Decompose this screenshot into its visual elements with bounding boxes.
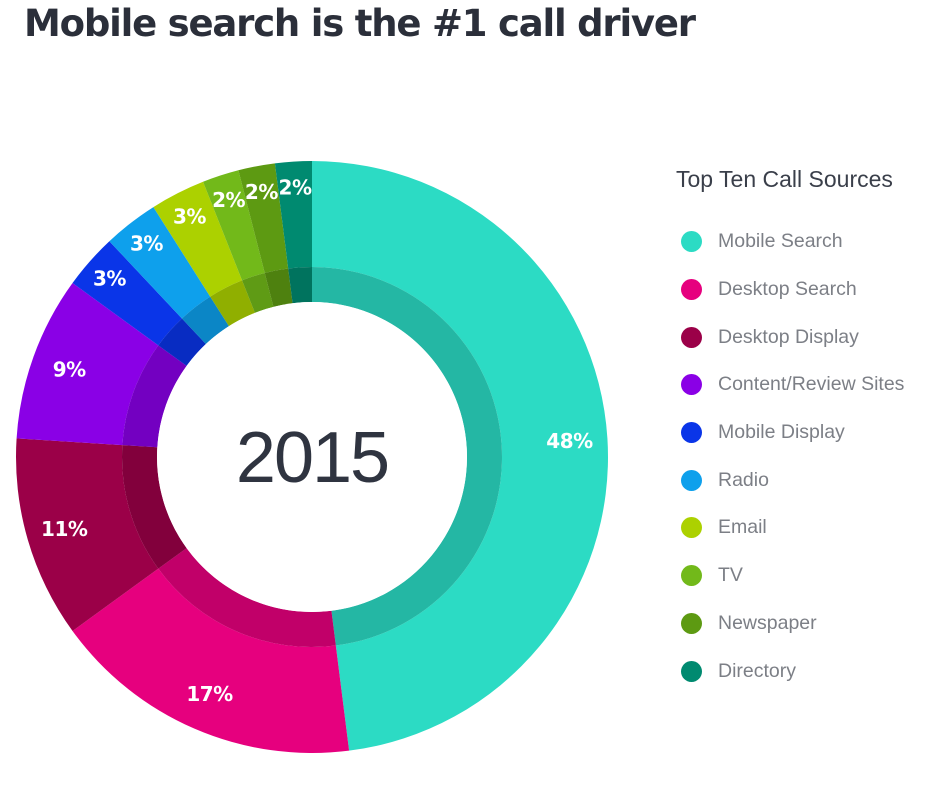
slice-label-desktop-search: 17%	[186, 682, 233, 706]
slice-label-email: 3%	[173, 204, 206, 228]
slice-inner-shade-desktop-display	[122, 445, 187, 569]
slice-inner-shade-newspaper	[264, 268, 293, 307]
slice-radio	[109, 207, 211, 319]
legend-swatch	[681, 326, 702, 348]
legend-item-directory[interactable]: Directory	[676, 647, 921, 695]
legend-label: Radio	[718, 468, 769, 491]
legend-swatch	[681, 279, 702, 301]
slice-label-content-review-sites: 9%	[53, 358, 86, 382]
slice-inner-shade-mobile-display	[158, 318, 206, 366]
slice-inner-desktop-display	[122, 445, 187, 569]
slice-inner-newspaper	[264, 268, 293, 307]
slice-label-radio: 3%	[130, 232, 163, 256]
slice-desktop-search	[72, 568, 350, 754]
legend-swatch	[681, 517, 702, 539]
legend-swatch	[681, 374, 702, 396]
slice-inner-tv	[242, 272, 274, 313]
slice-label-tv: 2%	[212, 188, 245, 212]
legend-label: Mobile Search	[718, 230, 843, 253]
slice-inner-mobile-display	[158, 318, 206, 366]
legend-swatch	[681, 612, 702, 634]
slice-inner-shade-desktop-search	[158, 548, 336, 647]
slice-directory	[274, 161, 312, 269]
slice-mobile-display	[72, 241, 182, 346]
legend-label: Desktop Search	[718, 278, 857, 301]
slice-inner-radio	[181, 296, 229, 345]
slice-newspaper	[238, 163, 289, 273]
legend-item-email[interactable]: Email	[676, 504, 921, 552]
slice-content-review-sites	[16, 283, 159, 446]
slice-inner-shade-directory	[288, 267, 312, 304]
chart-title: Mobile search is the #1 call driver	[24, 2, 696, 45]
slice-label-directory: 2%	[279, 176, 312, 200]
slice-inner-content-review-sites	[122, 345, 187, 448]
legend: Top Ten Call Sources Mobile Search Deskto…	[676, 166, 921, 695]
slice-email	[153, 181, 243, 297]
center-year-label: 2015	[236, 418, 388, 498]
slice-label-mobile-display: 3%	[93, 266, 126, 290]
slice-mobile-search	[312, 161, 609, 751]
legend-title: Top Ten Call Sources	[676, 166, 893, 192]
legend-swatch	[681, 422, 702, 444]
legend-swatch	[681, 231, 702, 253]
slice-inner-email	[210, 280, 255, 327]
slice-label-newspaper: 2%	[245, 180, 278, 204]
slice-tv	[203, 170, 265, 281]
legend-item-radio[interactable]: Radio	[676, 456, 921, 504]
slice-inner-shade-email	[210, 280, 255, 327]
legend-label: Mobile Display	[718, 421, 845, 444]
slice-inner-shade-radio	[181, 296, 229, 345]
legend-items: Mobile Search Desktop Search Desktop Displ…	[676, 218, 921, 695]
slice-inner-shade-mobile-search	[312, 267, 503, 646]
legend-label: TV	[718, 564, 743, 587]
slice-inner-desktop-search	[158, 548, 336, 647]
slice-label-mobile-search: 48%	[546, 429, 593, 453]
legend-label: Email	[718, 516, 767, 539]
slice-desktop-display	[15, 438, 159, 631]
legend-label: Directory	[718, 659, 797, 682]
legend-item-content-review-sites[interactable]: Content/Review Sites	[676, 361, 921, 409]
legend-swatch	[681, 469, 702, 491]
slice-inner-shade-tv	[242, 272, 274, 313]
legend-swatch	[681, 565, 702, 587]
legend-swatch	[681, 660, 702, 682]
legend-label: Desktop Display	[718, 325, 859, 348]
legend-item-tv[interactable]: TV	[676, 552, 921, 600]
legend-item-desktop-display[interactable]: Desktop Display	[676, 313, 921, 361]
legend-item-mobile-display[interactable]: Mobile Display	[676, 409, 921, 457]
legend-item-desktop-search[interactable]: Desktop Search	[676, 266, 921, 314]
legend-label: Content/Review Sites	[718, 373, 905, 396]
slice-label-desktop-display: 11%	[41, 517, 88, 541]
slice-inner-directory	[288, 267, 312, 304]
donut-hole	[157, 302, 467, 612]
legend-item-newspaper[interactable]: Newspaper	[676, 600, 921, 648]
slice-inner-mobile-search	[312, 267, 503, 646]
slice-inner-shade-content-review-sites	[122, 345, 187, 448]
legend-label: Newspaper	[718, 611, 817, 634]
legend-item-mobile-search[interactable]: Mobile Search	[676, 218, 921, 266]
